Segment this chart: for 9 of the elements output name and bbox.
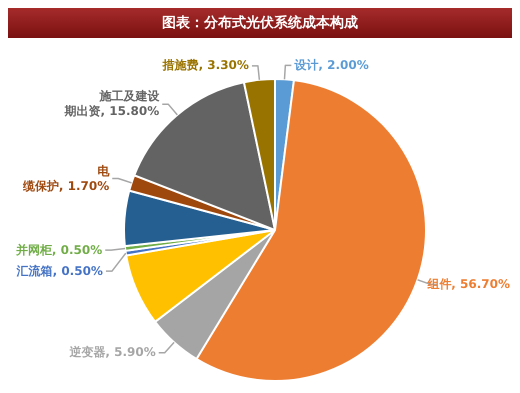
slice-label: 并网柜, 0.50% bbox=[16, 242, 102, 258]
chart-title: 图表：分布式光伏系统成本构成 bbox=[8, 8, 512, 38]
slice-label: 措施费, 3.30% bbox=[162, 58, 249, 74]
slice-label: 汇流箱, 0.50% bbox=[16, 264, 103, 279]
slice-label: 组件, 56.70% bbox=[427, 276, 510, 292]
slice-label: 逆变器, 5.90% bbox=[69, 345, 156, 360]
slice-label: 施工及建设期出资, 15.80% bbox=[64, 89, 160, 120]
slice-label: 电缆保护, 1.70% bbox=[22, 164, 110, 194]
slice-label: 设计, 2.00% bbox=[294, 58, 369, 73]
